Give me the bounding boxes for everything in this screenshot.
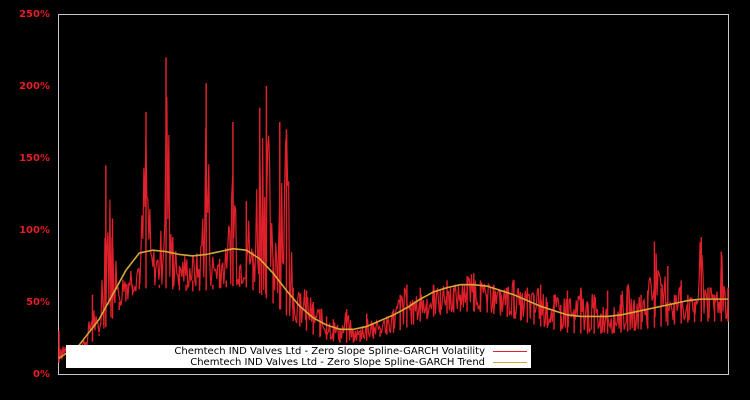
y-tick-label: 0% bbox=[33, 369, 50, 380]
plot-frame bbox=[58, 14, 729, 375]
legend-item-volatility: Chemtech IND Valves Ltd - Zero Slope Spl… bbox=[174, 346, 531, 357]
legend-item-trend: Chemtech IND Valves Ltd - Zero Slope Spl… bbox=[190, 357, 531, 368]
legend-label: Chemtech IND Valves Ltd - Zero Slope Spl… bbox=[190, 357, 485, 368]
trend-series bbox=[58, 247, 728, 359]
volatility-series bbox=[58, 57, 729, 363]
y-tick-label: 50% bbox=[26, 297, 50, 308]
legend-label: Chemtech IND Valves Ltd - Zero Slope Spl… bbox=[174, 346, 485, 357]
y-tick-label: 250% bbox=[19, 9, 50, 20]
y-tick-label: 100% bbox=[19, 225, 50, 236]
legend-swatch-gold bbox=[493, 362, 527, 363]
chart-legend: Chemtech IND Valves Ltd - Zero Slope Spl… bbox=[66, 345, 531, 368]
y-tick-label: 200% bbox=[19, 81, 50, 92]
legend-swatch-red bbox=[493, 351, 527, 352]
y-tick-label: 150% bbox=[19, 153, 50, 164]
